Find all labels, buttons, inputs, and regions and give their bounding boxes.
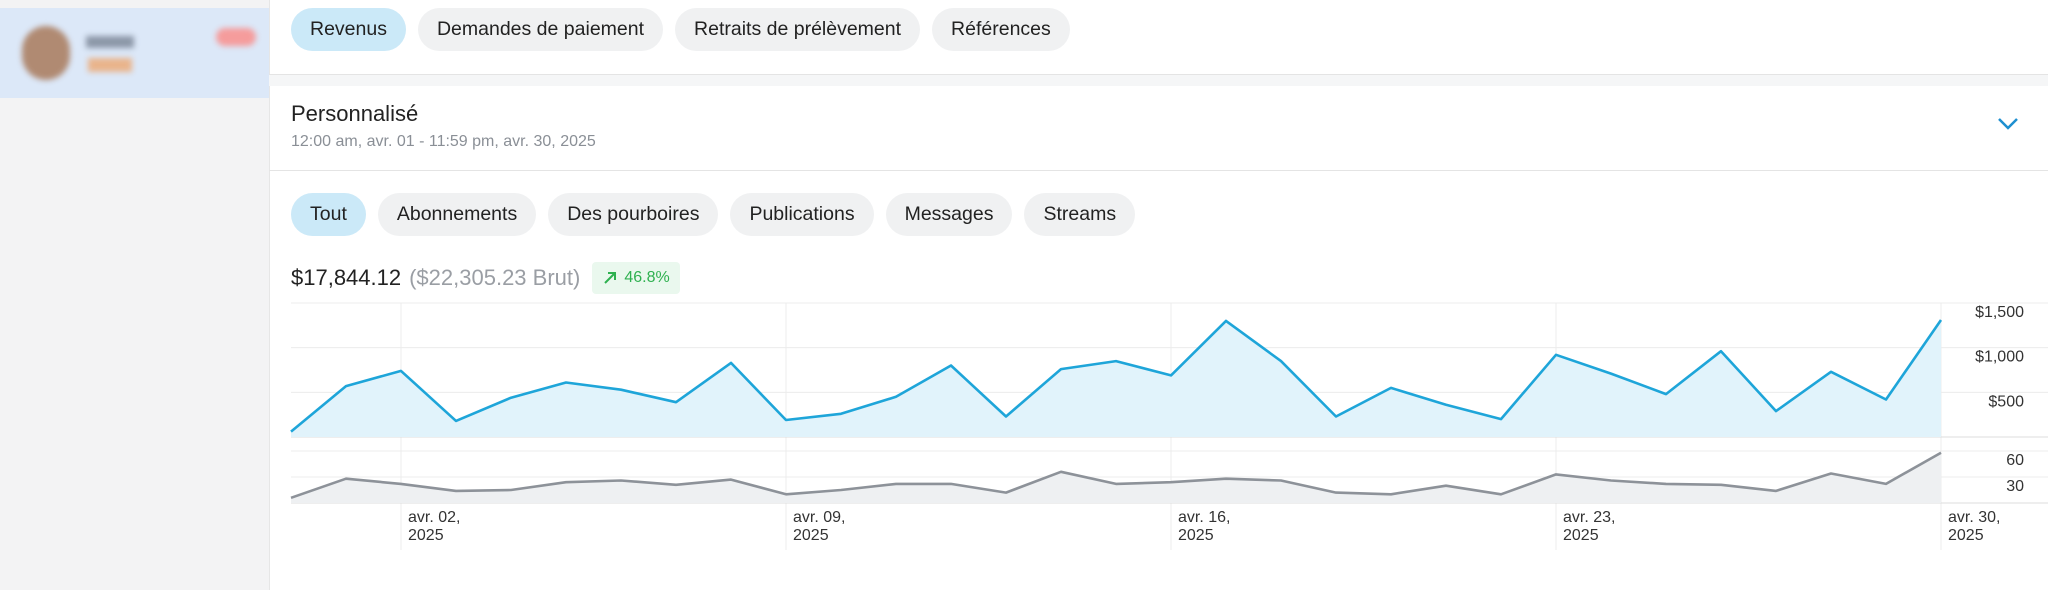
change-value: 46.8% — [624, 269, 670, 286]
tab[interactable]: Références — [932, 8, 1070, 51]
sidebar — [0, 0, 270, 590]
summary: $17,844.12 ($22,305.23 Brut) 46.8% — [291, 262, 680, 294]
filter-chip[interactable]: Publications — [730, 193, 874, 236]
tab[interactable]: Demandes de paiement — [417, 8, 664, 51]
area-fill — [291, 452, 1941, 503]
y-tick-label: 60 — [2006, 452, 2024, 469]
blurred-count — [216, 28, 256, 46]
x-tick-label: avr. 30, 2025 — [1948, 509, 2001, 544]
gross-total: ($22,305.23 Brut) — [409, 265, 581, 290]
filter-chip[interactable]: Streams — [1024, 193, 1136, 236]
x-tick-label: avr. 23, 2025 — [1563, 509, 1616, 544]
account-item[interactable] — [0, 8, 269, 98]
net-total: $17,844.12 — [291, 265, 402, 290]
x-tick-label: avr. 09, 2025 — [793, 509, 846, 544]
tabs: Revenus Demandes de paiement Retraits de p… — [291, 8, 1070, 51]
period-title: Personnalisé — [291, 101, 419, 126]
tab[interactable]: Revenus — [291, 8, 406, 51]
line — [290, 319, 1943, 433]
period-selector[interactable]: Personnalisé 12:00 am, avr. 01 - 11:59 p… — [269, 86, 2048, 171]
filter-chip[interactable]: Abonnements — [377, 193, 537, 236]
chevron-icon[interactable] — [1996, 116, 2020, 132]
divider — [269, 74, 2048, 86]
period-range: 12:00 am, avr. 01 - 11:59 pm, avr. 30, 2… — [291, 133, 596, 150]
blurred-badge — [88, 58, 132, 72]
blurred-name — [86, 36, 134, 48]
filter-chip[interactable]: Des pourboires — [548, 193, 719, 236]
filters: Tout Abonnements Des pourboires Publication… — [291, 193, 1136, 236]
y-tick-label: $500 — [1988, 393, 2024, 410]
filter-chip[interactable]: Messages — [885, 193, 1013, 236]
avatar — [22, 26, 70, 80]
change-badge: 46.8% — [592, 262, 680, 294]
filter-chip[interactable]: Tout — [291, 193, 366, 236]
tab[interactable]: Retraits de prélèvement — [675, 8, 921, 51]
x-tick-label: avr. 02, 2025 — [408, 509, 461, 544]
line — [290, 451, 1942, 500]
area-fill — [291, 320, 1941, 437]
arrow-up-icon — [604, 272, 617, 284]
y-tick-label: $1,500 — [1975, 304, 2024, 321]
y-tick-label: $1,000 — [1975, 349, 2024, 366]
x-tick-label: avr. 16, 2025 — [1178, 509, 1231, 544]
y-tick-label: 30 — [2006, 478, 2024, 495]
